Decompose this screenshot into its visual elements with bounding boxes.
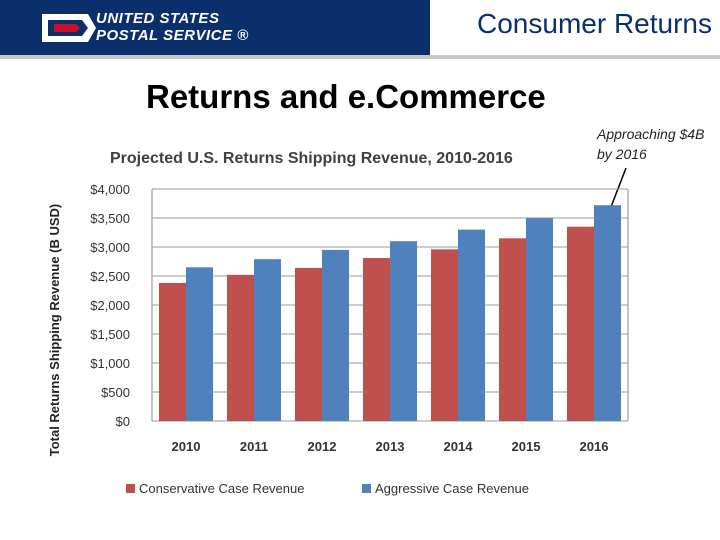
y-tick-label: $3,000 [90, 240, 130, 255]
y-tick-label: $1,500 [90, 327, 130, 342]
bar-aggressive-2010 [186, 267, 213, 421]
logo-text-line1: UNITED STATES [96, 10, 220, 27]
bar-conservative-2011 [227, 274, 254, 421]
bar-conservative-2014 [431, 249, 458, 421]
y-tick-label: $500 [101, 385, 130, 400]
chart-title: Projected U.S. Returns Shipping Revenue,… [110, 150, 513, 167]
x-tick-label: 2015 [512, 439, 541, 454]
legend-swatch-0 [126, 484, 135, 493]
usps-eagle-logo [42, 14, 96, 42]
legend-swatch-1 [362, 484, 371, 493]
chart-bars [159, 205, 621, 421]
revenue-bar-chart: Projected U.S. Returns Shipping Revenue,… [47, 150, 629, 496]
x-tick-label: 2013 [376, 439, 405, 454]
x-tick-label: 2011 [240, 439, 268, 454]
y-axis-label: Total Returns Shipping Revenue (B USD) [47, 204, 62, 457]
bar-aggressive-2013 [390, 241, 417, 421]
y-tick-label: $2,000 [90, 298, 130, 313]
y-tick-label: $4,000 [90, 182, 130, 197]
header-divider [0, 55, 720, 59]
bar-aggressive-2012 [322, 249, 349, 421]
x-tick-label: 2010 [172, 439, 201, 454]
y-axis-ticks: $0 $500 $1,000 $1,500 $2,000 $2,500 $3,000 $3,5… [90, 182, 130, 429]
legend-label-1: Aggressive Case Revenue [375, 481, 529, 496]
bar-conservative-2010 [159, 282, 186, 421]
legend-label-0: Conservative Case Revenue [139, 481, 304, 496]
bar-aggressive-2014 [458, 229, 485, 421]
slide-title: Returns and e.Commerce [146, 78, 546, 115]
bar-conservative-2016 [567, 226, 594, 421]
bar-aggressive-2011 [254, 259, 281, 421]
y-tick-label: $3,500 [90, 211, 130, 226]
x-axis-ticks: 2010 2011 2012 2013 2014 2015 2016 [172, 439, 609, 454]
header-title-panel [430, 0, 720, 55]
section-title: Consumer Returns [477, 8, 712, 39]
bar-aggressive-2015 [526, 218, 553, 421]
chart-annotation: Approaching $4B by 2016 [597, 126, 705, 162]
y-tick-label: $1,000 [90, 356, 130, 371]
x-tick-label: 2016 [580, 439, 609, 454]
bar-conservative-2013 [363, 258, 390, 421]
y-tick-label: $0 [116, 414, 130, 429]
y-tick-label: $2,500 [90, 269, 130, 284]
bar-conservative-2015 [499, 238, 526, 421]
bar-conservative-2012 [295, 267, 322, 421]
chart-legend: Conservative Case Revenue Aggressive Case… [126, 481, 529, 496]
logo-text-line2: POSTAL SERVICE ® [96, 27, 249, 44]
x-tick-label: 2014 [444, 439, 474, 454]
bar-aggressive-2016 [594, 205, 621, 421]
x-tick-label: 2012 [308, 439, 337, 454]
